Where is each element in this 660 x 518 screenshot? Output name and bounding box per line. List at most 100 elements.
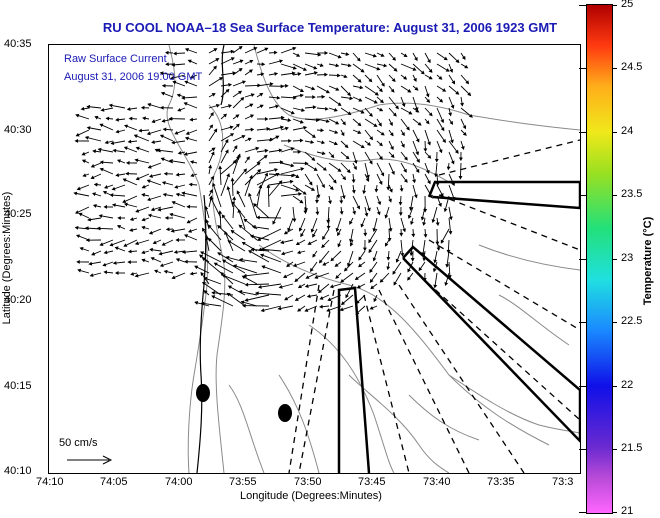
map-canvas [67,45,580,473]
current-vector [204,277,222,285]
current-vector-arrowhead [242,303,246,308]
current-vector-arrowhead [161,118,166,123]
current-vector-arrowhead [428,112,433,117]
current-vector-arrowhead [422,277,427,282]
current-vector-arrowhead [184,234,189,238]
current-vector-arrowhead [283,230,288,235]
current-vector-arrowhead [76,186,81,191]
current-vector [245,294,270,301]
current-vector-arrowhead [322,167,327,171]
current-vector-arrowhead [215,58,220,62]
current-vector-arrowhead [203,276,208,281]
current-vector-arrowhead [451,80,456,85]
current-vector-arrowhead [296,53,301,57]
current-vector [262,265,282,274]
y-tick-label: 40:35 [4,38,32,50]
current-vector-arrowhead [446,166,451,171]
current-vector-arrowhead [448,216,453,221]
current-vector-arrowhead [355,300,360,304]
current-vector-arrowhead [362,247,367,252]
current-vector-arrowhead [400,252,405,257]
current-vector-arrowhead [256,237,262,241]
current-vector-arrowhead [407,268,411,273]
current-vector-arrowhead [291,71,296,76]
current-vector-arrowhead [184,48,189,52]
current-vector-arrowhead [415,168,420,173]
current-vector [219,166,222,186]
current-vector-arrowhead [398,212,403,216]
current-vector-arrowhead [163,269,168,274]
current-vector-arrowhead [74,138,79,143]
current-vector-arrowhead [349,220,353,225]
current-vector-arrowhead [150,207,155,212]
current-vector-arrowhead [239,59,244,64]
current-vector-arrowhead [386,186,391,191]
current-vector-arrowhead [321,94,326,99]
current-vector-arrowhead [294,278,299,283]
current-vector-arrowhead [433,284,438,289]
colorbar-tick-label: 24.5 [621,61,643,73]
current-vector [201,302,222,307]
current-vector-arrowhead [200,301,205,306]
current-vector-arrowhead [403,53,408,58]
current-vector [217,252,234,263]
current-vector-arrowhead [117,216,121,220]
colorbar-label: Temperature (°C) [642,216,654,306]
current-vector-arrowhead [354,276,359,281]
current-vector-arrowhead [286,263,291,267]
current-vector-arrowhead [141,225,146,230]
current-vector-arrowhead [277,306,282,311]
current-vector-arrowhead [435,182,440,187]
current-vector-arrowhead [393,281,398,286]
current-vector-arrowhead [413,194,418,199]
current-vector-arrowhead [324,51,329,55]
current-vector-arrowhead [360,110,365,114]
current-vector-arrowhead [297,149,302,154]
current-vector-arrowhead [284,296,289,301]
current-vector-arrowhead [283,274,288,278]
current-vector-arrowhead [372,53,377,58]
current-vector-arrowhead [138,128,143,133]
current-vector-arrowhead [351,189,356,194]
current-vector-arrowhead [436,247,441,251]
current-vector [257,217,282,219]
current-vector-arrowhead [230,57,235,61]
current-vector-arrowhead [438,149,443,154]
current-vector-arrowhead [297,308,302,312]
current-vector-arrowhead [147,197,151,202]
current-vector-arrowhead [200,271,205,277]
current-vector-arrowhead [152,240,157,245]
current-vector-arrowhead [297,72,302,77]
current-vector-arrowhead [170,228,175,233]
current-vector-arrowhead [376,211,381,216]
current-vector-arrowhead [114,246,119,251]
current-vector-arrowhead [188,182,193,187]
current-vector-arrowhead [378,180,383,185]
current-vector-arrowhead [274,72,279,76]
current-vector-arrowhead [334,263,339,267]
y-tick-label: 40:10 [4,465,32,477]
current-vector-arrowhead [317,52,322,57]
current-vector-arrowhead [253,203,258,208]
current-vector-arrowhead [97,147,102,152]
current-vector-arrowhead [261,265,266,269]
current-vector-arrowhead [175,192,180,197]
current-vector-arrowhead [157,207,162,212]
current-vector-arrowhead [438,202,442,207]
current-vector [228,285,246,296]
current-vector [244,169,261,186]
current-vector-arrowhead [314,275,319,279]
current-vector [231,230,246,241]
current-vector-arrowhead [250,247,255,252]
current-vector [248,193,258,219]
current-vector-arrowhead [146,131,151,136]
current-vector-arrowhead [92,149,97,154]
current-vector-arrowhead [177,107,182,112]
current-vector-arrowhead [264,47,269,52]
current-vector-arrowhead [189,271,194,276]
current-vector-arrowhead [340,301,346,306]
current-vector-arrowhead [311,134,316,138]
current-vector-arrowhead [315,211,320,216]
current-vector-arrowhead [414,86,419,91]
current-vector-arrowhead [194,265,199,270]
